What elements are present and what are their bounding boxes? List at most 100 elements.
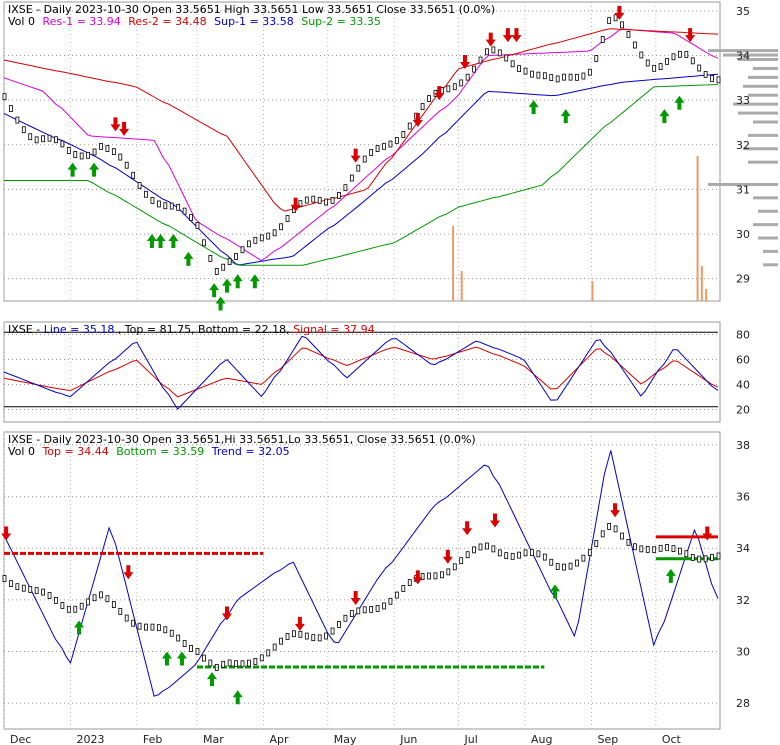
volume-profile-bar [758, 209, 778, 213]
y-tick-label: 33 [736, 94, 750, 107]
trend-price-bar [349, 610, 354, 617]
trend-price-bar [491, 545, 496, 553]
trend-price-bar [575, 559, 579, 567]
trend-legend-bottom: Bottom = 33.59 [116, 445, 204, 458]
y-tick-label: 32 [736, 594, 750, 607]
volume-profile-bar [748, 133, 778, 137]
trend-price-bar [92, 594, 97, 602]
trend-price-bar [465, 551, 470, 559]
price-bar [189, 214, 193, 221]
price-bar [298, 200, 303, 208]
price-bar [86, 151, 91, 159]
price-bar [632, 41, 637, 49]
trend-price-bar [645, 546, 650, 553]
sup2-line [4, 84, 719, 266]
x-label-aug: Aug [531, 733, 552, 745]
price-bar [626, 30, 631, 38]
sell-arrow [434, 86, 445, 101]
trend-price-bar [60, 602, 65, 609]
trend-price-bar [131, 619, 136, 627]
price-bar [118, 153, 123, 161]
price-bar [472, 65, 476, 73]
price-bar [317, 196, 322, 204]
price-bar [459, 79, 464, 87]
trend-price-bar [41, 588, 45, 596]
price-bar [227, 258, 232, 266]
price-bar [240, 246, 245, 254]
price-bar [510, 60, 515, 68]
x-label-sep: Sep [597, 733, 618, 745]
trend-price-bar [266, 649, 271, 657]
price-bar [15, 116, 20, 124]
price-bar [279, 223, 283, 231]
price-bar [66, 146, 71, 154]
volume-profile-bar [733, 102, 778, 106]
volume-profile-bar [738, 111, 778, 115]
sell-arrow [685, 28, 696, 43]
trend-sell-arrow [221, 606, 232, 621]
price-bar [176, 203, 181, 211]
trend-buy-arrow [161, 651, 172, 666]
trend-sell-arrow [610, 503, 621, 518]
trend-price-bar [156, 624, 161, 632]
support-resistance-lines [3, 28, 719, 266]
trend-price-bar [182, 640, 187, 647]
trend-buy-arrow [550, 584, 561, 599]
trend-price-bar [259, 654, 264, 662]
trend-price-bar [34, 587, 39, 595]
price-bar [79, 152, 84, 160]
trend-price-bar [536, 550, 541, 558]
price-bar [247, 240, 251, 248]
trend-price-bar [311, 634, 316, 642]
price-bar [549, 74, 554, 81]
trend-sell-arrow [462, 521, 473, 536]
trend-price-bar [54, 597, 58, 604]
price-bar [678, 50, 682, 58]
trend-y-axis: 38 36 34 32 30 28 [736, 439, 750, 710]
sell-arrow [412, 112, 423, 127]
x-label-apr: Apr [269, 733, 289, 745]
y-tick-label: 35 [736, 5, 750, 18]
price-bar [21, 126, 26, 134]
trend-price-bar [716, 552, 721, 560]
trend-price-bar [388, 597, 393, 605]
trend-buy-arrow [232, 690, 243, 705]
price-bar [195, 222, 200, 229]
trend-price-bar [555, 563, 560, 570]
trend-price-bar [195, 648, 200, 655]
osc-signal-line [3, 346, 719, 398]
volume-bar [591, 281, 594, 301]
trend-price-bar [285, 633, 290, 640]
oscillator-y-axis: 80 60 40 20 [736, 329, 750, 417]
price-bar [420, 103, 425, 110]
y-tick-label: 30 [736, 228, 750, 241]
trend-price-bar [189, 644, 193, 652]
trend-price-bar [671, 545, 676, 552]
price-bar [28, 133, 33, 141]
trend-price-bar [549, 558, 554, 566]
price-bar [253, 236, 258, 244]
trend-buy-arrow [206, 672, 217, 687]
price-bar [92, 148, 97, 156]
sell-arrow [110, 117, 121, 132]
trend-price-bar [21, 584, 26, 592]
trend-price-bar [317, 634, 322, 642]
price-bar [272, 229, 277, 237]
trend-price-bar [330, 627, 335, 635]
y-tick-label: 29 [736, 273, 750, 286]
trend-price-bar [362, 606, 367, 614]
trend-price-bar [298, 630, 303, 638]
trend-price-bar [247, 659, 251, 667]
trend-price-bar [626, 538, 631, 546]
trend-price-bar [684, 550, 689, 558]
trend-price-bar [523, 549, 528, 557]
price-bar [124, 161, 129, 169]
y-tick-label: 20 [736, 404, 750, 417]
price-bar [446, 85, 451, 93]
price-bar [202, 239, 206, 247]
price-bar [41, 135, 45, 143]
price-bar [105, 145, 110, 152]
trend-legend-trend: Trend = 32.05 [211, 445, 290, 458]
price-bar [111, 148, 116, 156]
trend-price-bar [99, 591, 103, 599]
